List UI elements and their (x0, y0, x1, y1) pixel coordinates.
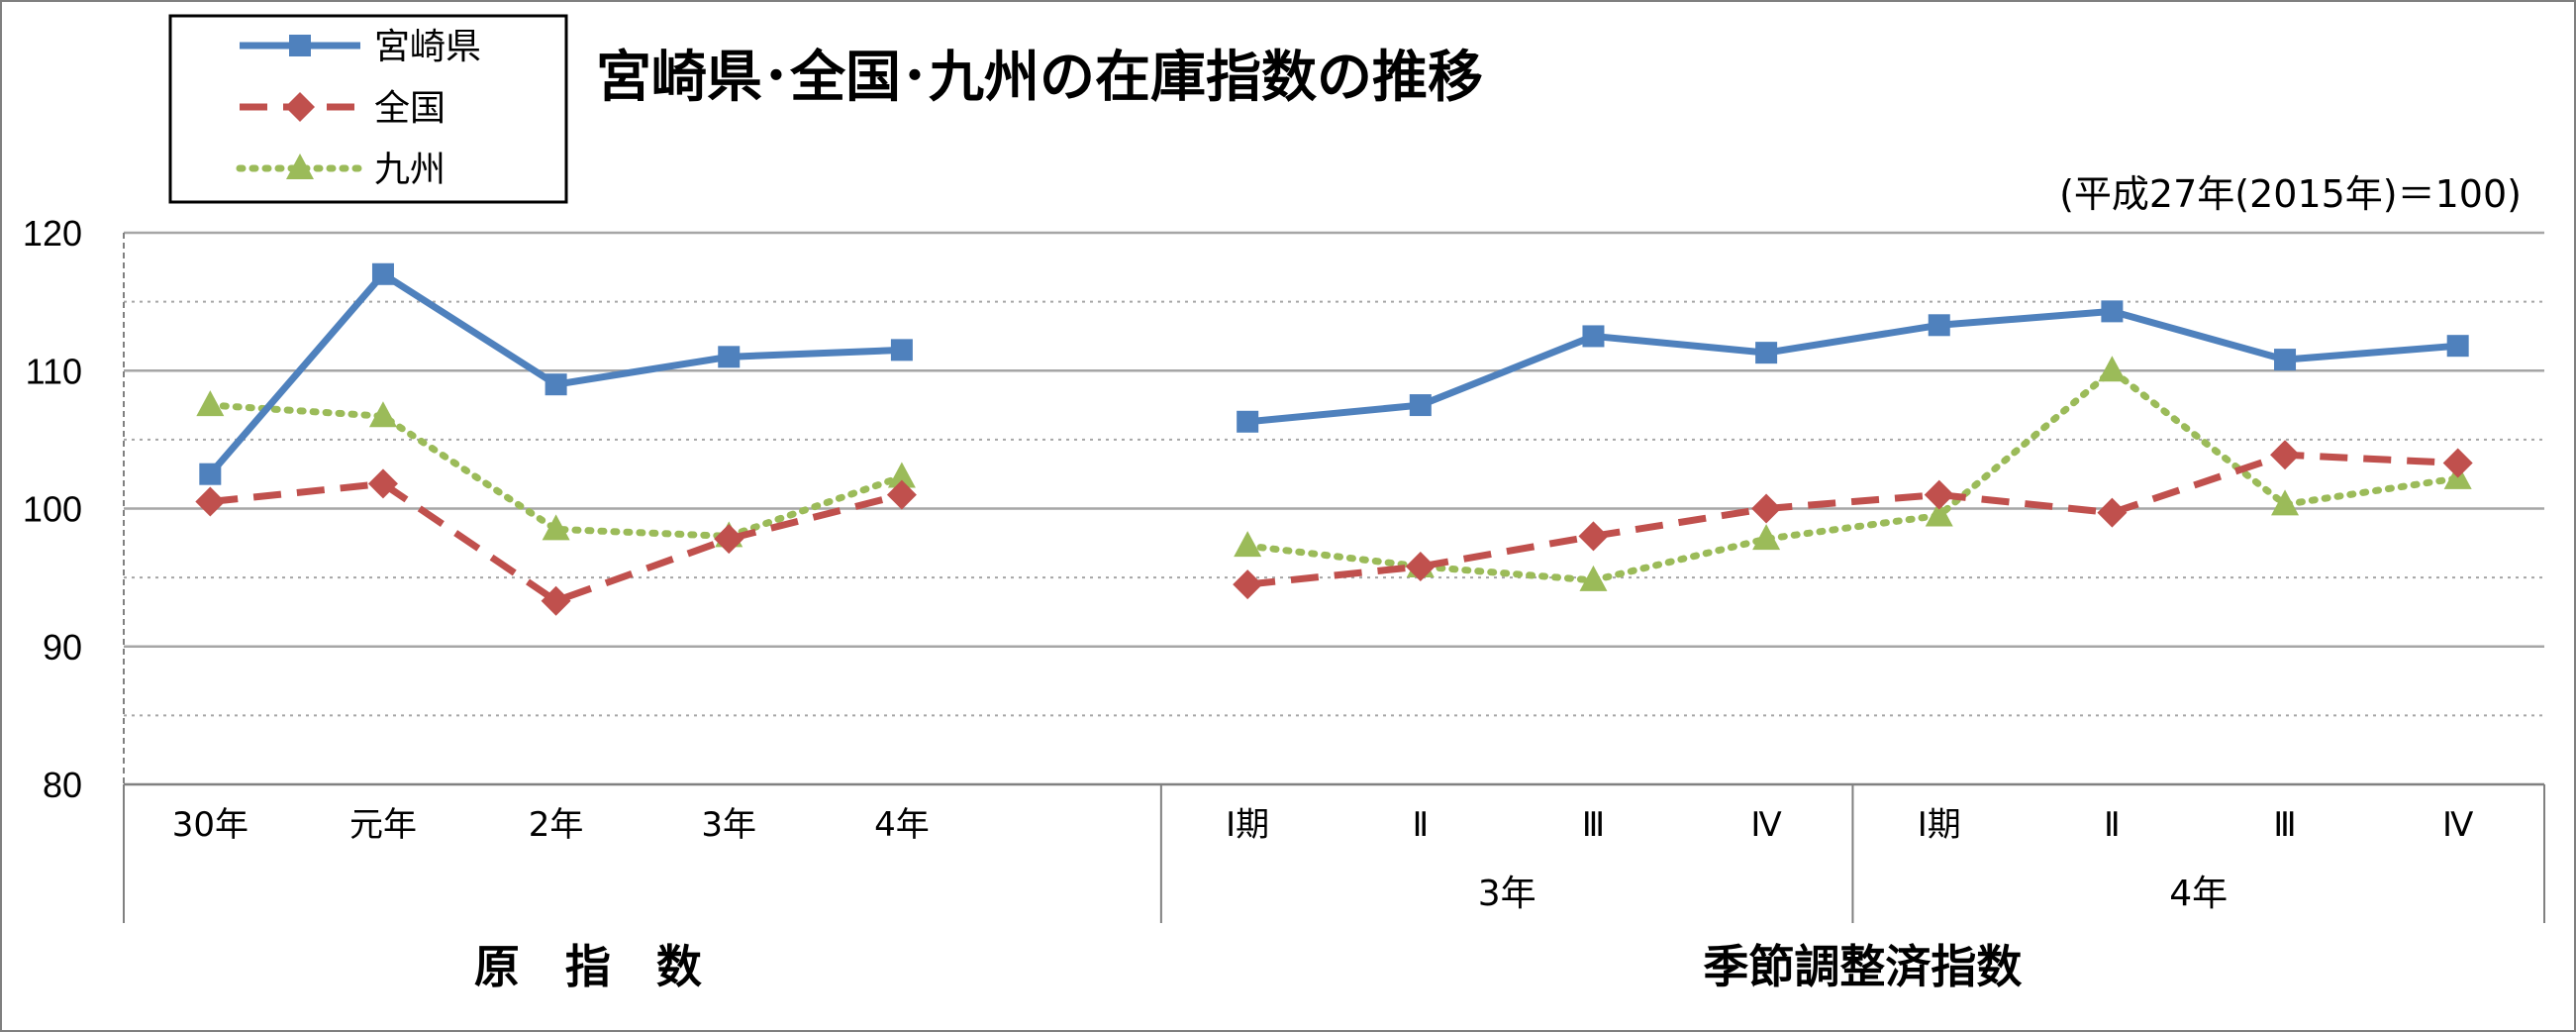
x-tick-label: 30年 (172, 805, 248, 845)
legend-box (168, 14, 568, 204)
data-point (2097, 497, 2128, 528)
gridlines (124, 231, 2544, 717)
data-point (542, 514, 570, 541)
data-point (1924, 479, 1954, 510)
data-point (2098, 356, 2127, 382)
legend-label: 宮崎県 (374, 27, 481, 67)
data-point (1233, 569, 1263, 600)
data-point (1578, 521, 1609, 552)
data-point (541, 585, 571, 616)
axis-labels: 80 90 100 110 120 30年 元年 2年 3年 4年 Ⅰ期 Ⅱ Ⅲ Ⅳ Ⅰ期 Ⅱ Ⅲ Ⅳ 3年 4年原 … (23, 213, 2474, 993)
data-point (196, 390, 225, 417)
y-tick-label: 100 (23, 489, 82, 530)
data-point (1237, 410, 1259, 433)
x-tick-label: 元年 (349, 805, 417, 845)
series-line (206, 401, 906, 540)
data-point (1928, 314, 1950, 337)
data-point (2446, 335, 2469, 358)
data-point (1925, 500, 1953, 527)
data-point (1751, 493, 1782, 524)
data-point (199, 463, 222, 485)
x-tick-label: Ⅳ (2442, 805, 2474, 845)
series-layer (195, 262, 2473, 616)
y-tick-label: 90 (43, 627, 82, 668)
group-label: 4年 (2169, 874, 2228, 914)
data-point (2271, 489, 2300, 516)
x-tick-label: 2年 (529, 805, 584, 845)
data-point (195, 486, 226, 517)
x-tick-label: Ⅳ (1750, 805, 1782, 845)
x-tick-label: Ⅱ (2104, 805, 2121, 845)
data-point (887, 462, 916, 488)
series-1 (195, 440, 2473, 616)
legend-marker (285, 92, 315, 122)
series-line (1246, 451, 2458, 588)
data-point (2274, 349, 2297, 371)
section-label: 季節調整済指数 (1703, 940, 2022, 993)
legend-label: 九州 (374, 150, 446, 190)
series-line (209, 479, 903, 605)
x-tick-label: Ⅲ (1582, 805, 1605, 845)
y-tick-label: 120 (23, 213, 82, 254)
data-point (2442, 448, 2473, 478)
chart-title: 宮崎県･全国･九州の在庫指数の推移 (596, 46, 1483, 110)
y-tick-label: 110 (26, 351, 82, 391)
data-point (368, 401, 397, 428)
legend-label: 全国 (374, 88, 446, 129)
data-point (1579, 565, 1608, 591)
data-point (1405, 551, 1436, 581)
data-point (2270, 440, 2301, 470)
data-point (1582, 325, 1605, 348)
data-point (1409, 394, 1432, 417)
data-point (886, 479, 917, 510)
data-point (714, 524, 744, 555)
section-label: 原 指 数 (474, 940, 702, 993)
data-point (2101, 300, 2124, 323)
data-point (545, 373, 567, 396)
legend-marker (286, 154, 314, 179)
series-2 (196, 356, 2472, 591)
axes (123, 233, 2545, 923)
series-0 (199, 262, 2469, 485)
group-label: 3年 (1478, 874, 1536, 914)
data-point (890, 339, 913, 361)
data-point (367, 468, 398, 499)
x-tick-label: 3年 (701, 805, 756, 845)
x-tick-label: Ⅰ期 (1918, 805, 1961, 845)
data-point (1234, 531, 1262, 558)
legend-marker (289, 35, 311, 56)
data-point (371, 262, 394, 285)
x-tick-label: Ⅱ (1412, 805, 1429, 845)
series-line (1243, 366, 2462, 584)
y-tick-label: 80 (43, 765, 82, 805)
data-point (1755, 342, 1778, 364)
series-line (1246, 307, 2458, 426)
x-tick-label: Ⅲ (2273, 805, 2296, 845)
x-tick-label: Ⅰ期 (1226, 805, 1269, 845)
data-point (1752, 524, 1781, 551)
x-tick-label: 4年 (874, 805, 930, 845)
base-note: (平成27年(2015年)＝100) (2059, 172, 2522, 216)
data-point (718, 346, 741, 368)
